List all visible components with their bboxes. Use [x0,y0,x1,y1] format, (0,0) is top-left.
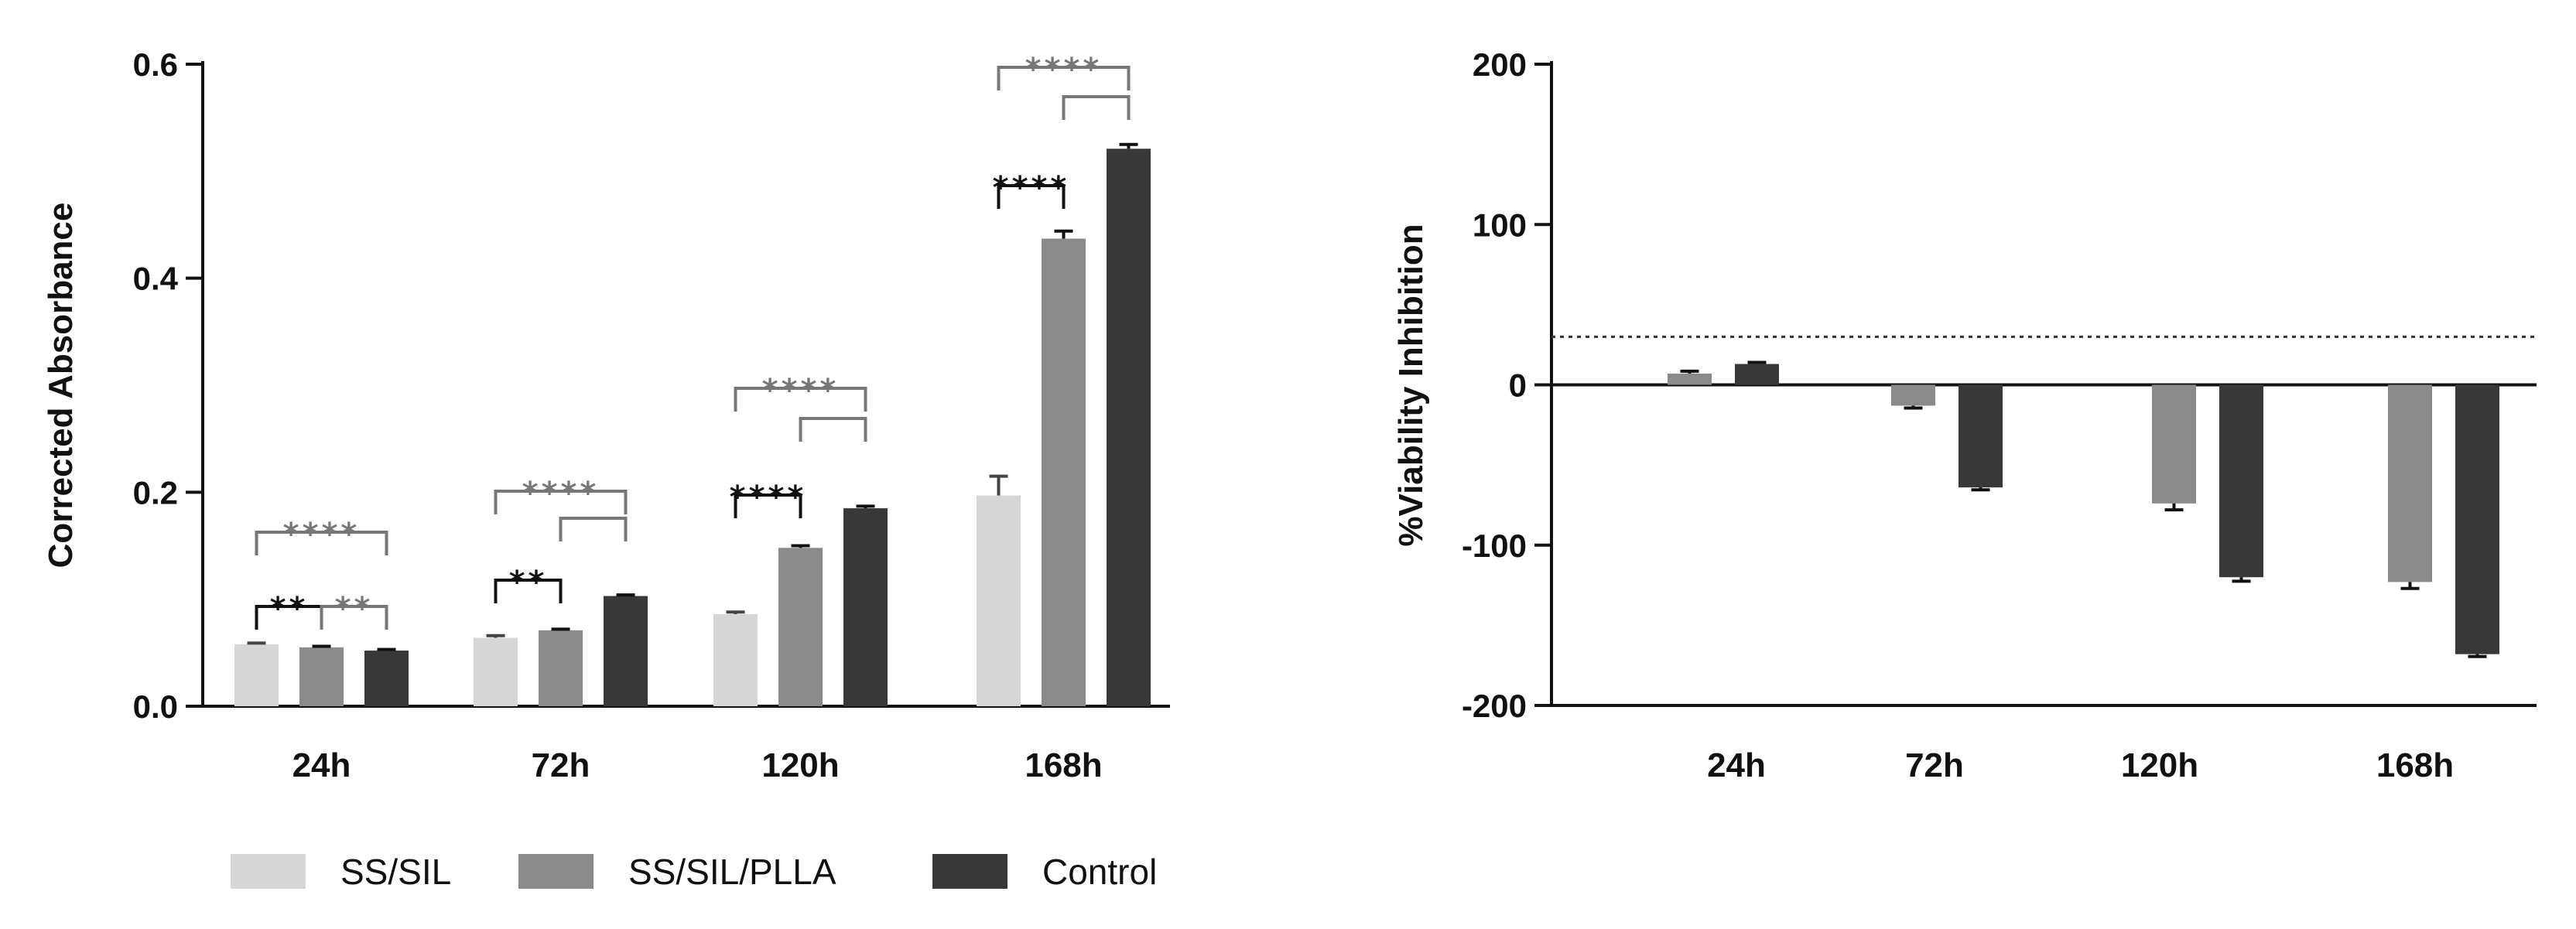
y-tick-label: 0.6 [133,46,178,83]
significance-label: **** [993,170,1070,206]
legend: SS/SIL SS/SIL/PLLA Control [231,852,1157,892]
significance-label: **** [730,480,807,515]
category-label: 72h [532,746,590,784]
y-tick-label: 0.2 [133,474,178,511]
y-axis-label-viability: %Viability Inhibition [1392,224,1430,546]
viability-axes: -200 -100 0 100 200 24h 72h 120h 168h [1462,46,2537,784]
legend-label: Control [1042,852,1157,892]
bar [1891,384,1935,406]
y-tick-label: 0.4 [133,261,179,297]
category-label: 168h [2376,746,2454,784]
bar [1959,384,2003,488]
significance-label: **** [283,517,361,552]
y-axis-label-absorbance: Corrected Absorbance [42,203,80,569]
bar [843,508,888,706]
significance-label: **** [1025,52,1103,87]
significance-bracket [559,517,628,541]
y-tick-label: 200 [1473,46,1527,83]
category-label: 168h [1025,746,1102,784]
absorbance-bars [234,142,1151,707]
bar [778,548,823,706]
absorbance-axes: 0.0 0.2 0.4 0.6 24h 72h 120h 168h [133,46,1170,784]
significance-bracket [997,184,1066,209]
significance-label: ** [335,591,374,627]
y-tick-label: 0 [1509,367,1527,404]
viability-bars [1668,360,2499,658]
category-label: 24h [292,746,351,784]
significance-bracket [734,494,802,518]
legend-swatch [932,854,1007,889]
significance-bracket [494,579,563,603]
bar [2219,384,2263,578]
significance-bracket [997,66,1131,91]
category-label: 120h [761,746,839,784]
significance-bracket [1062,95,1131,120]
legend-swatch [231,854,306,889]
significance-label: ** [509,565,548,600]
y-tick-label: 100 [1473,207,1527,243]
y-tick-label: -200 [1462,688,1527,724]
bar [234,644,279,706]
significance-bracket [255,531,388,555]
significance-brackets: ****** ************************ [255,52,1131,630]
significance-bracket [494,490,628,514]
legend-swatch [518,854,594,889]
bar [1735,364,1779,385]
bar [977,495,1021,706]
significance-bracket [799,417,867,442]
significance-bracket [320,605,388,630]
bar [364,651,409,706]
bar [2388,384,2432,582]
category-label: 120h [2121,746,2198,784]
significance-label: ** [270,591,309,627]
significance-label: **** [522,476,600,511]
y-tick-label: 0.0 [133,688,178,725]
bar [474,637,518,706]
significance-label: **** [762,373,840,408]
bar [1107,149,1151,707]
bar [2152,384,2196,504]
legend-label: SS/SIL [340,852,451,892]
category-label: 24h [1707,746,1766,784]
bar [299,647,344,706]
viability-inhibition-chart: %Viability Inhibition -200 -100 0 100 200 24h… [1392,46,2537,784]
bar [2455,384,2499,654]
bar [713,614,758,706]
category-label: 72h [1905,746,1964,784]
legend-label: SS/SIL/PLLA [628,852,836,892]
absorbance-chart: Corrected Absorbance 0.0 0.2 0.4 0.6 24h 72h 1… [42,46,1170,784]
bar [1668,373,1712,385]
y-tick-label: -100 [1462,528,1527,564]
bar [539,630,583,706]
significance-bracket [734,387,867,412]
bar [1042,238,1086,706]
bar [604,596,648,706]
